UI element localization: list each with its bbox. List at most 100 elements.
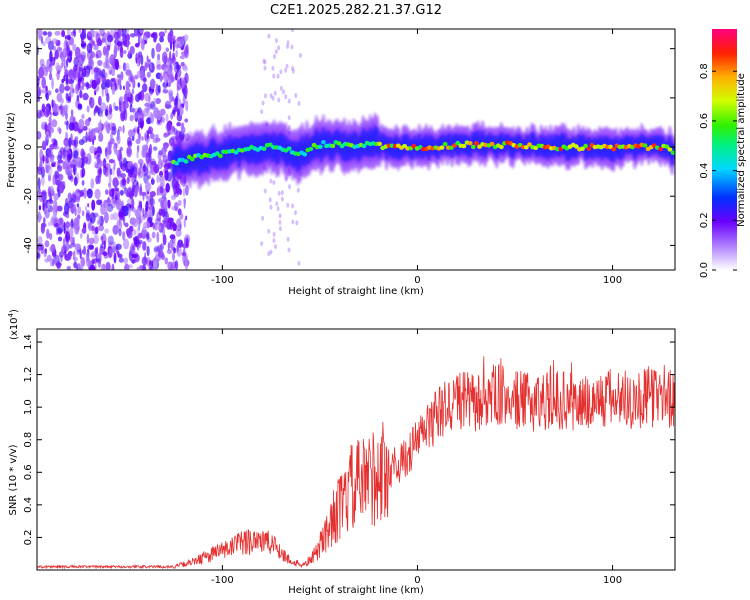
noise-blob [41,103,46,113]
noise-blob [267,228,271,234]
y-tick-label: 0.2 [23,529,34,545]
noise-blob [182,94,186,106]
noise-blob [124,222,129,228]
noise-blob [79,90,83,99]
noise-blob [58,128,62,135]
noise-blob [159,72,163,83]
noise-blob [151,47,155,59]
noise-blob [84,205,88,212]
noise-blob [126,136,132,146]
noise-blob [55,72,58,77]
noise-blob [166,121,172,131]
noise-blob [102,46,107,56]
noise-blob [88,259,91,268]
noise-blob [88,237,95,245]
noise-blob [111,84,116,95]
noise-blob [144,31,151,37]
noise-blob [269,178,273,184]
noise-blob [63,162,68,169]
noise-blob [122,205,129,217]
noise-blob [296,187,300,193]
noise-blob [45,92,49,101]
noise-blob [64,151,68,162]
ridge-point [442,141,448,147]
noise-blob [97,215,101,225]
noise-blob [184,255,188,267]
noise-blob [136,149,139,159]
y-tick-label: 1.0 [23,399,34,415]
ridge-point [455,140,461,146]
noise-blob [61,29,66,38]
noise-blob [48,116,52,125]
snr-panel: -100 0 100 0.2 0.4 0.6 0.8 1.0 1.2 1.4 Height of… [7,309,676,596]
ridge-point [233,150,239,155]
noise-blob [51,77,54,90]
noise-blob [42,41,46,47]
noise-blob [123,50,127,54]
noise-blob [156,224,162,231]
ridge-point [586,146,592,151]
noise-blob [183,200,186,209]
noise-blob [109,188,116,197]
noise-blob [108,103,112,115]
noise-blob [94,226,99,235]
noise-blob [272,231,276,237]
noise-blob [284,67,288,73]
noise-blob [86,233,90,244]
noise-blob [96,254,101,259]
noise-blob [115,143,118,149]
noise-blob [59,219,64,229]
noise-blob [66,34,71,41]
noise-blob [271,95,275,101]
noise-blob [134,185,138,197]
noise-blob [113,159,116,171]
ridge-point [308,146,314,152]
noise-blob [106,147,113,155]
noise-blob [50,185,54,194]
noise-blob [143,77,147,82]
noise-blob [93,127,100,133]
noise-blob [64,104,69,111]
noise-blob [150,101,156,110]
ridge-point [174,161,180,166]
noise-blob [41,190,47,196]
noise-blob [100,102,107,112]
noise-blob [98,224,104,232]
noise-blob [268,197,272,203]
noise-blob [145,189,149,200]
noise-blob [137,167,142,176]
noise-blob [149,90,153,96]
noise-blob [83,245,86,256]
noise-blob [48,174,51,182]
noise-blob [76,76,79,83]
noise-blob [179,38,185,47]
ridge-point [218,153,223,159]
noise-blob [148,59,151,64]
noise-blob [95,105,99,112]
noise-blob [185,100,189,112]
noise-blob [42,140,46,147]
noise-blob [91,199,96,211]
noise-blob [86,65,93,70]
noise-blob [153,146,158,151]
noise-blob [73,261,78,269]
noise-blob [85,212,90,222]
noise-blob [38,205,42,211]
noise-blob [124,263,130,270]
noise-blob [158,176,163,182]
noise-blob [68,69,75,80]
ridge-point [489,141,495,147]
noise-blob [90,128,96,140]
noise-blob [161,51,168,64]
noise-blob [37,166,43,172]
noise-blob [277,45,281,51]
noise-blob [146,233,150,240]
noise-blob [277,190,281,196]
noise-blob [40,222,46,234]
noise-blob [59,84,64,94]
noise-blob [100,243,104,249]
snr-y-ticks: 0.2 0.4 0.6 0.8 1.0 1.2 1.4 [23,334,675,545]
noise-blob [72,43,77,52]
noise-blob [144,132,147,141]
noise-blob [77,103,83,110]
